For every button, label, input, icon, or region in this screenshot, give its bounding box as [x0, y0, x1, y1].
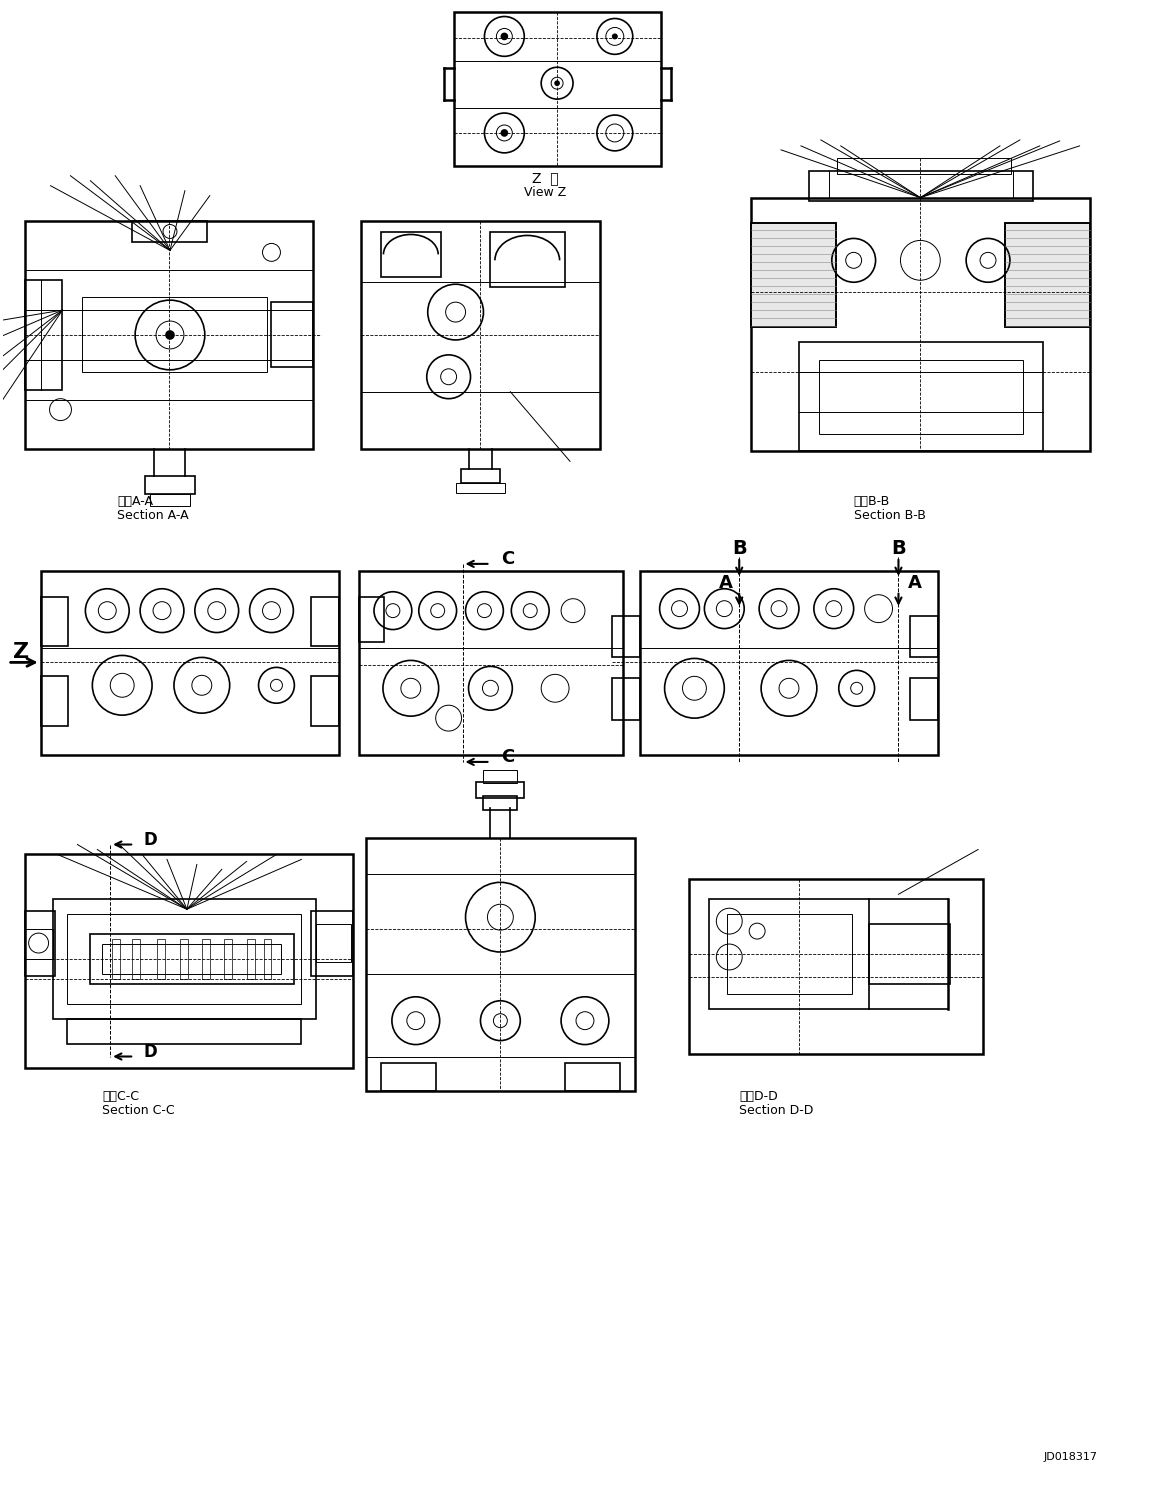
Bar	[24, 221, 313, 449]
Text: D: D	[144, 1042, 156, 1060]
Text: Section D-D: Section D-D	[739, 1103, 814, 1117]
Bar	[453, 12, 661, 166]
Bar	[911, 616, 939, 658]
Text: 断面A-A: 断面A-A	[117, 495, 153, 507]
Text: View Z: View Z	[524, 186, 567, 200]
Bar	[476, 781, 524, 798]
Bar	[247, 939, 255, 980]
Bar	[224, 939, 232, 980]
Bar	[41, 571, 340, 754]
Bar	[751, 198, 1089, 452]
Bar	[90, 933, 294, 984]
Text: A: A	[907, 574, 921, 592]
Text: D: D	[144, 830, 156, 848]
Text: B: B	[731, 540, 746, 559]
Bar	[67, 914, 301, 1003]
Bar	[150, 494, 190, 505]
Bar	[381, 233, 440, 277]
Bar	[819, 359, 1023, 434]
Bar	[24, 280, 63, 389]
Bar	[366, 838, 635, 1091]
Text: 断面B-B: 断面B-B	[854, 495, 890, 507]
Bar	[751, 222, 836, 327]
Circle shape	[502, 33, 508, 39]
Text: Z: Z	[13, 643, 29, 662]
Bar	[362, 221, 600, 449]
Bar	[799, 341, 1043, 452]
Bar	[483, 796, 517, 810]
Bar	[132, 939, 140, 980]
Bar	[41, 596, 68, 647]
Bar	[868, 924, 950, 984]
Text: C: C	[501, 550, 513, 568]
Bar	[112, 939, 121, 980]
Text: JD018317: JD018317	[1043, 1452, 1098, 1461]
Bar	[837, 158, 1011, 174]
Text: Section A-A: Section A-A	[117, 508, 189, 522]
Text: C: C	[501, 748, 513, 766]
Bar	[483, 769, 517, 783]
Bar	[359, 571, 622, 754]
Bar	[612, 616, 640, 658]
Bar	[1005, 222, 1089, 327]
Bar	[102, 944, 282, 974]
Circle shape	[166, 331, 174, 338]
Bar	[455, 483, 505, 494]
Text: Section B-B: Section B-B	[854, 508, 926, 522]
Text: B: B	[891, 540, 906, 559]
Bar	[381, 1063, 436, 1091]
Bar	[67, 1018, 301, 1044]
Bar	[316, 924, 351, 962]
Circle shape	[502, 130, 508, 136]
Bar	[24, 911, 54, 977]
Bar	[180, 939, 188, 980]
Text: 断面D-D: 断面D-D	[739, 1090, 778, 1103]
Bar	[156, 939, 165, 980]
Bar	[312, 596, 340, 647]
Bar	[41, 677, 68, 726]
Circle shape	[612, 34, 618, 39]
Bar	[911, 678, 939, 720]
Circle shape	[555, 81, 559, 85]
Bar	[1005, 222, 1089, 327]
Bar	[612, 678, 640, 720]
Bar	[640, 571, 939, 754]
Bar	[145, 476, 195, 494]
Text: A: A	[720, 574, 734, 592]
Bar	[263, 939, 271, 980]
Bar	[271, 303, 313, 367]
Bar	[202, 939, 210, 980]
Bar	[460, 470, 501, 483]
Bar	[728, 914, 852, 994]
Bar	[312, 677, 340, 726]
Text: 断面C-C: 断面C-C	[102, 1090, 139, 1103]
Bar	[132, 221, 206, 243]
Bar	[24, 854, 353, 1069]
Text: Section C-C: Section C-C	[102, 1103, 175, 1117]
Bar	[751, 222, 836, 327]
Text: Z  視: Z 視	[532, 171, 559, 185]
Bar	[566, 1063, 620, 1091]
Bar	[490, 233, 566, 288]
Bar	[709, 899, 868, 1009]
Bar	[312, 911, 353, 977]
Bar	[809, 171, 1033, 201]
Bar	[690, 880, 983, 1054]
Bar	[52, 899, 316, 1018]
Bar	[82, 297, 267, 371]
Bar	[359, 596, 384, 641]
Bar	[24, 929, 52, 959]
